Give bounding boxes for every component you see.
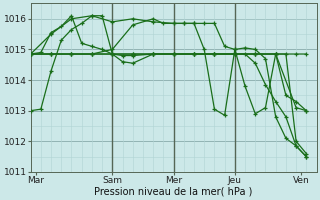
X-axis label: Pression niveau de la mer( hPa ): Pression niveau de la mer( hPa ) <box>94 187 253 197</box>
